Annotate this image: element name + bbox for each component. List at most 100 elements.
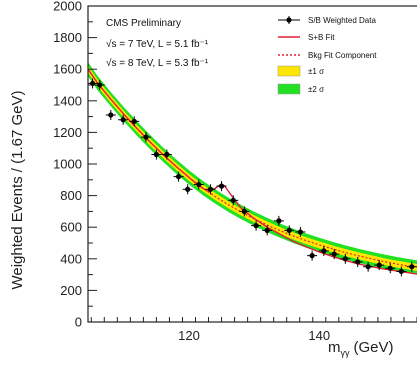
data-point-marker xyxy=(185,186,191,192)
legend-entry-1sigma: ±1 σ xyxy=(277,65,324,77)
data-point xyxy=(182,184,193,195)
x-axis-title-unit: (GeV) xyxy=(354,339,394,356)
data-point-marker xyxy=(276,218,282,224)
data-point xyxy=(129,116,140,127)
data-point-marker xyxy=(143,134,149,140)
y-tick-label: 1400 xyxy=(53,93,82,108)
data-point-marker xyxy=(387,265,393,271)
legend-entry-bkg: Bkg Fit Component xyxy=(278,51,377,60)
x-tick-label: 140 xyxy=(308,328,330,343)
data-point-marker xyxy=(297,229,303,235)
data-point-marker xyxy=(253,223,259,229)
y-tick-label: 600 xyxy=(60,220,82,235)
data-point xyxy=(151,149,162,160)
data-point xyxy=(173,171,184,182)
data-point xyxy=(352,256,363,267)
y-axis: 0 200 400 600 800 1000 1200 1400 1600 1800 2000 xyxy=(53,0,97,330)
data-point-marker xyxy=(331,251,337,257)
legend: S/B Weighted Data S+B Fit Bkg Fit Compon… xyxy=(277,16,377,95)
data-point xyxy=(396,266,407,277)
data-point xyxy=(228,195,239,206)
data-point xyxy=(363,261,374,272)
legend-label-1sigma: ±1 σ xyxy=(308,67,324,76)
data-point-marker xyxy=(131,118,137,124)
data-point-marker xyxy=(153,151,160,158)
legend-entry-data: S/B Weighted Data xyxy=(278,16,376,25)
data-point xyxy=(140,132,151,143)
data-point xyxy=(216,181,227,192)
experiment-label: CMS Preliminary √s = 7 TeV, L = 5.1 fb⁻¹… xyxy=(106,18,209,69)
data-point-marker xyxy=(355,259,361,265)
data-point-marker xyxy=(120,117,126,123)
y-tick-label: 400 xyxy=(60,251,82,266)
data-point xyxy=(385,263,396,274)
data-point xyxy=(374,260,385,271)
energy-line-8tev: √s = 8 TeV, L = 5.3 fb⁻¹ xyxy=(106,57,209,69)
y-tick-label: 200 xyxy=(60,283,82,298)
band-1sigma xyxy=(88,65,417,271)
legend-entry-2sigma: ±2 σ xyxy=(277,83,324,95)
data-point-marker xyxy=(196,181,202,188)
data-point xyxy=(193,179,204,190)
data-point xyxy=(94,80,105,90)
data-point-marker xyxy=(342,256,348,262)
data-point xyxy=(205,184,216,195)
y-tick-label: 1600 xyxy=(53,62,82,77)
bkg-fit-line xyxy=(87,68,417,269)
data-points xyxy=(87,78,417,277)
data-point xyxy=(105,110,116,121)
fit-curves xyxy=(87,68,417,275)
legend-entry-fit: S+B Fit xyxy=(278,33,335,42)
data-point xyxy=(273,215,284,226)
data-point-marker xyxy=(207,186,214,192)
data-point xyxy=(118,114,129,125)
uncertainty-bands xyxy=(88,62,417,275)
y-tick-label: 2000 xyxy=(53,0,82,14)
legend-label-bkg: Bkg Fit Component xyxy=(308,51,377,60)
legend-label-fit: S+B Fit xyxy=(308,33,335,42)
x-axis: 120 140 xyxy=(90,317,417,343)
data-point-marker xyxy=(264,227,270,233)
data-point-marker xyxy=(309,253,315,259)
x-axis-title-sub: γγ xyxy=(341,348,351,358)
data-point xyxy=(239,206,250,217)
sb-fit-line xyxy=(87,68,417,275)
data-point xyxy=(307,250,318,261)
y-tick-label: 1200 xyxy=(53,125,82,140)
data-point xyxy=(262,225,273,236)
x-tick-label: 120 xyxy=(178,328,200,343)
data-point-marker xyxy=(286,227,292,233)
band-2sigma xyxy=(88,62,417,275)
data-point xyxy=(284,225,295,236)
data-point xyxy=(340,253,351,264)
data-point-marker xyxy=(230,197,236,203)
data-point xyxy=(406,261,417,272)
data-point xyxy=(251,220,262,231)
legend-label-data: S/B Weighted Data xyxy=(308,16,376,25)
energy-line-7tev: √s = 7 TeV, L = 5.1 fb⁻¹ xyxy=(106,38,209,50)
data-point-marker xyxy=(175,174,182,180)
data-point-marker xyxy=(321,248,327,254)
data-point xyxy=(329,249,340,260)
y-tick-label: 1800 xyxy=(53,30,82,45)
data-point-marker xyxy=(97,82,103,88)
data-point xyxy=(318,245,329,256)
data-point-marker xyxy=(218,183,225,189)
data-point-marker xyxy=(241,208,247,214)
data-point xyxy=(161,149,172,160)
data-point-marker xyxy=(108,112,114,118)
y-tick-label: 1000 xyxy=(53,157,82,172)
data-point-marker xyxy=(376,262,382,268)
data-point-marker xyxy=(398,268,404,275)
data-point-marker xyxy=(409,264,415,270)
x-axis-title: mγγ (GeV) xyxy=(328,339,394,358)
y-tick-label: 0 xyxy=(75,315,82,330)
data-point-marker xyxy=(164,151,170,158)
data-point-marker xyxy=(365,264,371,270)
x-axis-title-main: m xyxy=(328,339,341,356)
cms-label: CMS Preliminary xyxy=(106,18,181,29)
legend-marker-data xyxy=(286,17,292,23)
data-point xyxy=(295,226,306,237)
legend-label-2sigma: ±2 σ xyxy=(308,85,324,94)
